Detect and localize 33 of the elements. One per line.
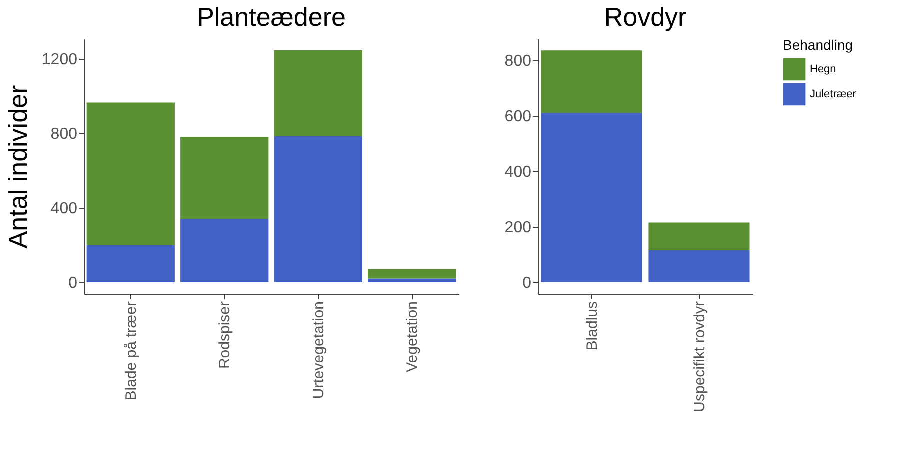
- x-tick-label: Blade på træer: [122, 302, 140, 401]
- chart-title: Planteædere: [197, 2, 346, 32]
- legend-label: Juletræer: [810, 88, 857, 100]
- bar: [274, 50, 362, 136]
- bar: [180, 219, 269, 282]
- y-tick-label: 400: [504, 164, 532, 181]
- bar: [180, 137, 269, 220]
- y-tick-label: 800: [504, 52, 532, 70]
- bar: [541, 113, 642, 282]
- y-axis-title: Antal individer: [2, 85, 33, 249]
- x-tick-label: Vegetation: [404, 302, 422, 372]
- x-tick-label: Rodspiser: [216, 301, 234, 370]
- y-tick-label: 1200: [42, 51, 78, 68]
- legend-label: Hegn: [810, 64, 836, 76]
- bar: [648, 250, 750, 282]
- x-tick-label: Uspecifikt rovdyr: [691, 301, 708, 412]
- chart-title: Rovdyr: [604, 2, 688, 32]
- y-tick-label: 200: [504, 219, 532, 236]
- bar: [368, 278, 456, 282]
- x-tick-label: Urtevegetation: [310, 302, 328, 400]
- bar: [86, 245, 175, 282]
- y-tick-label: 0: [68, 274, 78, 292]
- y-tick-label: 800: [50, 126, 78, 143]
- bar: [86, 102, 175, 246]
- bar: [274, 136, 362, 282]
- bar: [541, 50, 642, 114]
- legend-title: Behandling: [783, 37, 854, 53]
- y-tick-label: 400: [50, 200, 78, 218]
- x-tick-label: Bladlus: [584, 302, 601, 351]
- bar: [648, 222, 750, 250]
- y-tick-label: 0: [522, 274, 532, 292]
- bar: [368, 269, 456, 279]
- y-tick-label: 600: [504, 108, 532, 126]
